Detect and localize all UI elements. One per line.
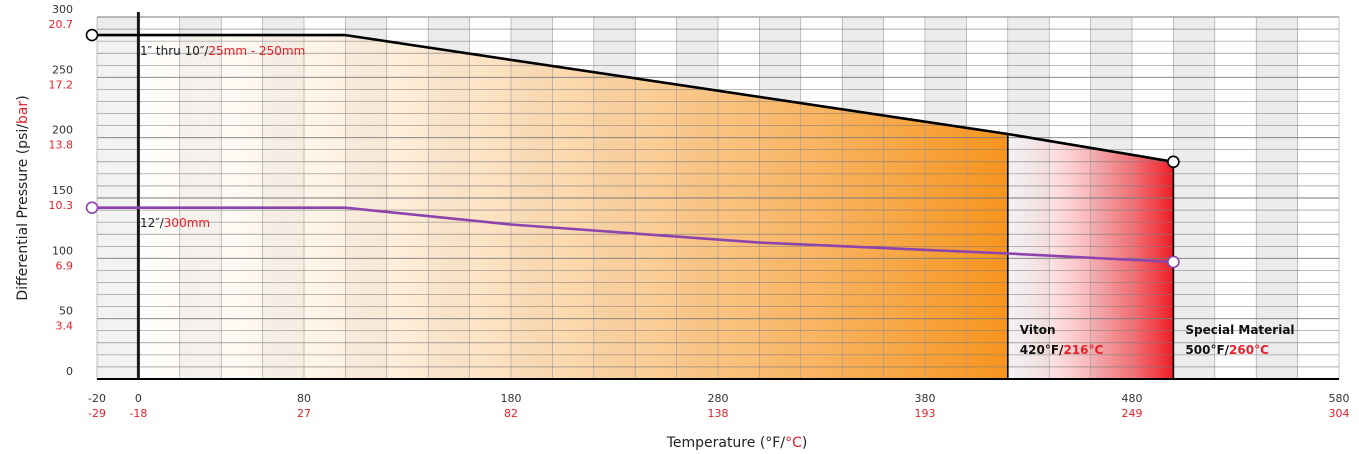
x-axis-title-prefix: Temperature (°F/ (666, 435, 786, 451)
y-tick-bar: 6.9 (56, 259, 74, 272)
x-tick-celsius: -29 (88, 407, 106, 420)
x-tick-fahrenheit: 0 (135, 392, 142, 405)
x-tick-fahrenheit: 480 (1122, 392, 1143, 405)
y-tick-psi: 0 (66, 365, 73, 378)
annotation-temperature-c: 260°C (1229, 343, 1269, 357)
annotations: 1″ thru 10″/25mm - 250mm 12″/300mm Viton 42… (140, 44, 1295, 357)
y-tick-bar: 10.3 (49, 199, 74, 212)
series-endpoint-marker (1167, 155, 1180, 169)
x-tick-fahrenheit: 580 (1329, 392, 1350, 405)
y-tick-bar: 20.7 (49, 18, 74, 31)
x-tick-celsius: 193 (915, 407, 936, 420)
y-tick-labels: 0 50 3.4 100 6.9 150 10.3 200 13.8 250 17.2 300 20.7 (49, 3, 74, 378)
annotation-temperature-f: 420°F/ (1020, 343, 1064, 357)
y-axis-title: Differential Pressure (psi/bar) (15, 95, 31, 300)
annotation-temperature: 420°F/216°C (1020, 343, 1104, 357)
x-axis-title-unit: °C (785, 435, 802, 451)
x-tick-celsius: 249 (1122, 407, 1143, 420)
annotation-temperature-c: 216°C (1063, 343, 1103, 357)
series-label: 12″/300mm (140, 216, 210, 230)
grid-lines (96, 16, 1340, 380)
y-tick-bar: 17.2 (49, 78, 74, 91)
y-axis-title-prefix: Differential Pressure (psi/ (15, 124, 31, 301)
y-tick-psi: 300 (52, 3, 73, 16)
series-line (97, 33, 1174, 164)
x-tick-celsius: 138 (708, 407, 729, 420)
x-tick-fahrenheit: -20 (88, 392, 106, 405)
x-tick-celsius: 304 (1329, 407, 1350, 420)
series-label-metric: 300mm (164, 216, 210, 230)
x-tick-celsius: 27 (297, 407, 311, 420)
x-tick-fahrenheit: 380 (915, 392, 936, 405)
annotation-temperature-f: 500°F/ (1185, 343, 1229, 357)
series-endpoint-marker (85, 28, 99, 42)
x-tick-fahrenheit: 80 (297, 392, 311, 405)
annotation-title: Viton (1020, 323, 1056, 337)
x-axis-title-close: ) (802, 435, 807, 451)
y-tick-psi: 50 (59, 305, 73, 318)
series-label: 1″ thru 10″/25mm - 250mm (140, 44, 305, 58)
series-label-size: 12″/ (140, 216, 165, 230)
x-tick-celsius: 82 (504, 407, 518, 420)
y-tick-bar: 13.8 (49, 139, 74, 152)
annotation-temperature: 500°F/260°C (1185, 343, 1269, 357)
y-tick-psi: 200 (52, 124, 73, 137)
x-tick-fahrenheit: 280 (708, 392, 729, 405)
y-axis-title-close: ) (15, 95, 31, 100)
x-tick-labels: -20 -29 0 -18 80 27 180 82 280 138 380 193 480 249 580… (88, 392, 1349, 420)
y-tick-psi: 250 (52, 63, 73, 76)
x-tick-fahrenheit: 180 (501, 392, 522, 405)
series-endpoint-marker (1167, 255, 1180, 269)
series-endpoint-marker (85, 201, 99, 214)
series-label-metric: 25mm - 250mm (208, 44, 305, 58)
series-markers (85, 28, 1180, 269)
series-line (97, 206, 1174, 264)
series-label-size: 1″ thru 10″/ (140, 44, 209, 58)
x-axis-title: Temperature (°F/°C) (666, 435, 808, 451)
x-tick-celsius: -18 (129, 407, 147, 420)
series-lines (97, 33, 1174, 264)
y-tick-psi: 150 (52, 184, 73, 197)
y-axis-title-unit: bar (15, 101, 31, 124)
y-tick-psi: 100 (52, 244, 73, 257)
y-tick-bar: 3.4 (56, 320, 74, 333)
annotation-title: Special Material (1185, 323, 1294, 337)
